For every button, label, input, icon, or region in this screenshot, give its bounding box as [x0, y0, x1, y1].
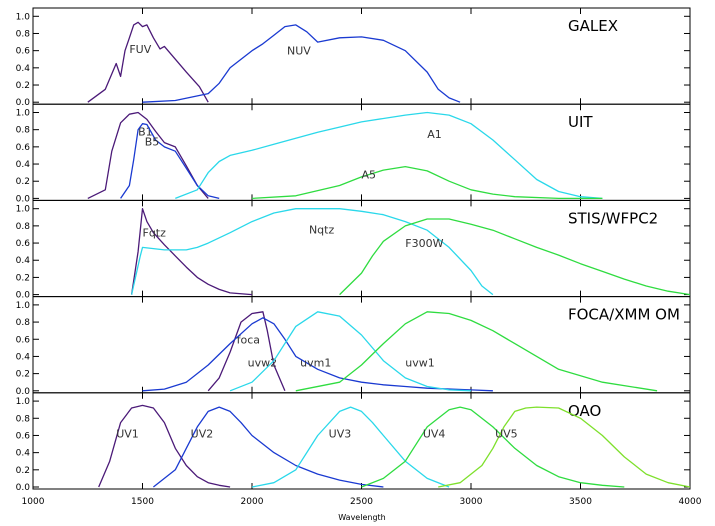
x-tick-label: 2000	[241, 497, 264, 507]
series-label-fqtz: Fqtz	[143, 227, 167, 240]
x-tick-label: 4000	[679, 497, 702, 507]
y-tick-label: 0.2	[16, 273, 30, 283]
x-tick-label: 2500	[350, 497, 373, 507]
series-line-nqtz	[130, 208, 494, 296]
series-line-uvm1	[229, 311, 472, 392]
series-label-uv5: UV5	[495, 428, 518, 441]
y-tick-label: 0.2	[16, 81, 30, 91]
y-tick-label: 0.0	[16, 194, 31, 204]
series-label-foca: foca	[237, 333, 260, 346]
series-label-uvw2: uvw2	[248, 356, 277, 369]
series-label-b5: B5	[145, 136, 160, 149]
series-line-uvw1	[295, 311, 658, 392]
series-line-foca	[207, 311, 286, 392]
y-tick-label: 0.4	[16, 449, 31, 459]
y-tick-label: 0.2	[16, 466, 30, 476]
series-label-nqtz: Nqtz	[309, 223, 335, 236]
panel-title: UIT	[568, 113, 593, 131]
series-label-uvw1: uvw1	[405, 356, 434, 369]
series-label-uvm1: uvm1	[300, 356, 331, 369]
series-line-uv1	[98, 404, 231, 488]
panel-0: 0.0 0.2 0.4 0.6 0.8 1.0 GALEX FUV NUV	[16, 7, 691, 108]
series-label-fuv: FUV	[129, 43, 151, 56]
y-tick-label: 0.4	[16, 64, 31, 74]
panel-2: 0.0 0.2 0.4 0.6 0.8 1.0 STIS/WFPC2 Fqtz Nqtz F300…	[16, 199, 691, 301]
series-line-b1	[87, 111, 209, 199]
x-axis-title: Wavelength	[338, 513, 385, 522]
y-tick-label: 0.4	[16, 160, 31, 170]
series-line-f300w	[339, 218, 691, 296]
y-tick-label: 0.2	[16, 370, 30, 380]
x-tick-label: 1500	[131, 497, 154, 507]
y-tick-label: 0.6	[16, 47, 31, 57]
series-line-fqtz	[130, 208, 253, 296]
y-tick-label: 0.2	[16, 177, 30, 187]
x-tick-label: 1000	[22, 497, 45, 507]
panel-4: 0.0 0.2 0.4 0.6 0.8 1.0 OAO UV1 UV2 UV3 UV4 UV5	[16, 392, 691, 493]
series-label-a5: A5	[362, 168, 377, 181]
y-tick-label: 0.0	[16, 483, 31, 493]
series-line-uv3	[251, 406, 450, 488]
y-tick-label: 1.0	[16, 12, 31, 22]
y-tick-label: 0.8	[16, 414, 31, 424]
series-label-nuv: NUV	[287, 45, 311, 58]
series-line-fuv	[87, 21, 209, 103]
x-tick-label: 3000	[460, 497, 483, 507]
series-line-uv4	[361, 406, 625, 488]
series-label-a1: A1	[427, 128, 442, 141]
y-tick-label: 0.6	[16, 239, 31, 249]
x-tick-label: 3500	[569, 497, 592, 507]
y-tick-label: 0.8	[16, 126, 31, 136]
y-tick-label: 0.4	[16, 256, 31, 266]
y-tick-label: 0.8	[16, 318, 31, 328]
y-tick-label: 0.4	[16, 352, 31, 362]
panel-title: OAO	[568, 402, 601, 420]
y-tick-label: 0.0	[16, 387, 31, 397]
y-tick-label: 0.8	[16, 222, 31, 232]
y-tick-label: 0.0	[16, 98, 31, 108]
panel-title: STIS/WFPC2	[568, 209, 658, 227]
series-label-uv1: UV1	[116, 428, 139, 441]
series-line-uv2	[152, 406, 384, 488]
panel-title: GALEX	[568, 17, 618, 35]
series-label-uv2: UV2	[191, 428, 214, 441]
panel-3: 0.0 0.2 0.4 0.6 0.8 1.0 FOCA/XMM OM foca uvw2 uvm…	[16, 296, 691, 397]
series-line-uvw2	[142, 317, 493, 392]
y-tick-label: 0.0	[16, 291, 31, 301]
y-tick-label: 1.0	[16, 301, 31, 311]
y-tick-label: 0.6	[16, 143, 31, 153]
y-tick-label: 1.0	[16, 397, 31, 407]
y-tick-label: 0.6	[16, 431, 31, 441]
y-tick-label: 0.8	[16, 29, 31, 39]
y-tick-label: 1.0	[16, 205, 31, 215]
series-label-uv4: UV4	[423, 428, 446, 441]
series-label-uv3: UV3	[329, 428, 352, 441]
series-line-b5	[120, 123, 220, 200]
series-label-f300w: F300W	[405, 237, 443, 250]
series-line-a5	[251, 165, 603, 200]
series-line-a1	[175, 111, 603, 200]
series-line-nuv	[142, 24, 461, 103]
y-tick-label: 1.0	[16, 108, 31, 118]
y-tick-label: 0.6	[16, 335, 31, 345]
series-line-uv5	[438, 406, 691, 488]
panel-title: FOCA/XMM OM	[568, 306, 680, 324]
